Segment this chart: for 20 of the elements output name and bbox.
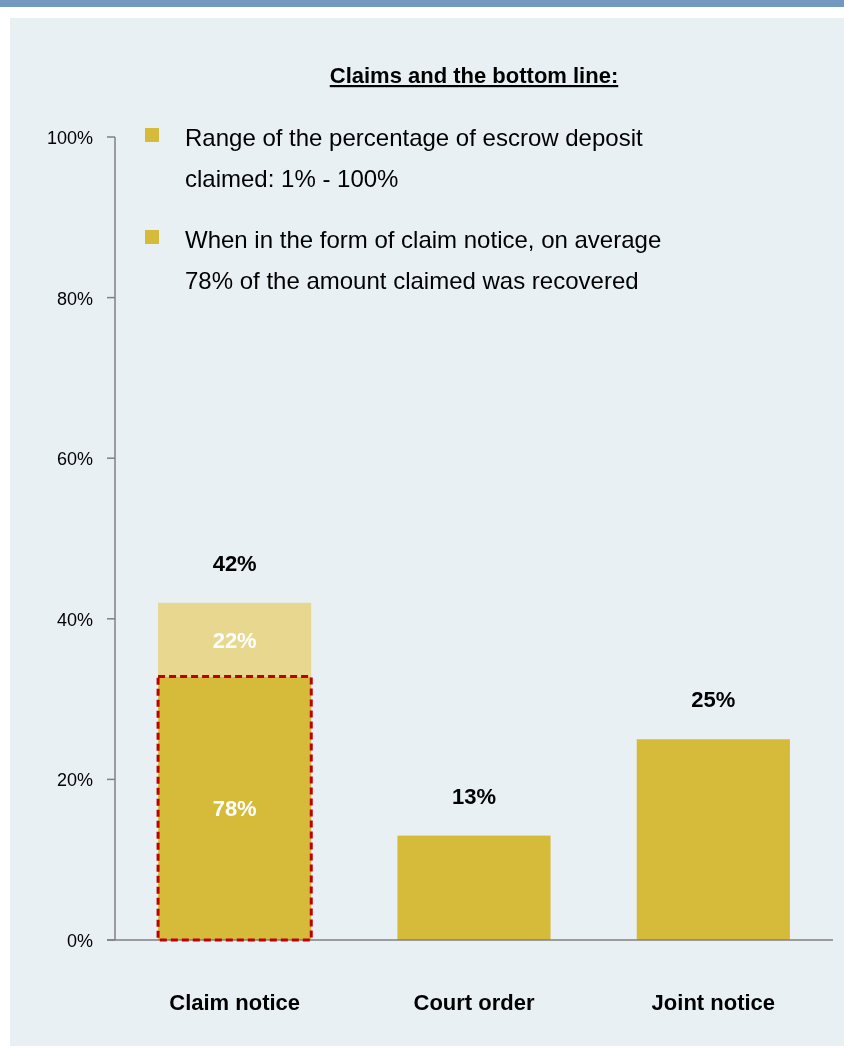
chart-title: Claims and the bottom line: [329,63,619,88]
y-tick-label: 0% [66,931,93,951]
y-tick-label: 40% [56,609,93,630]
x-tick-label: Joint notice [651,990,776,1015]
bar [636,739,790,940]
annotation: Range of the percentage of escrow deposit claimed: 1% - 100% [185,124,643,192]
annotation: When in the form of claim notice, on average 78% of the amount claimed was recovered [185,226,662,294]
annotation: 78% [212,796,257,822]
total-label: 25% [691,687,736,713]
total-label: 13% [451,783,497,809]
bar [397,835,551,940]
bar [158,602,312,677]
x-tick-label: Court order [413,990,535,1015]
y-tick-label: 20% [56,770,93,791]
y-tick-label: 100% [46,128,93,148]
x-tick-label: Claim notice [169,990,301,1015]
y-tick-label: 60% [56,449,93,470]
annotation: 22% [212,627,257,653]
total-label: 42% [212,550,257,576]
y-tick-label: 80% [56,288,93,309]
